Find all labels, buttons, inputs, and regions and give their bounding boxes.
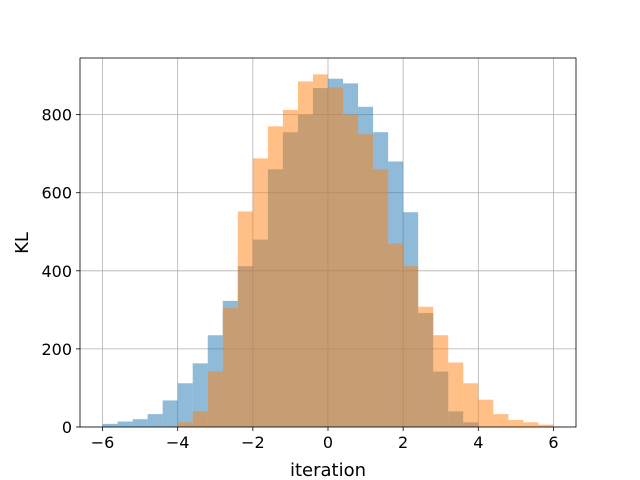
- histogram-bar-series-2: [463, 383, 479, 427]
- histogram-bar-series-1: [117, 421, 133, 427]
- x-tick-label: −4: [166, 433, 190, 452]
- histogram-bar-series-2: [523, 422, 539, 427]
- histogram-bar-series-2: [222, 307, 238, 427]
- x-axis-title: iteration: [290, 460, 366, 480]
- histogram-bar-series-2: [373, 169, 389, 428]
- histogram-bar-series-1: [132, 419, 148, 427]
- x-tick-label: 6: [548, 433, 558, 452]
- histogram-bars: [102, 74, 554, 428]
- histogram-bar-series-1: [102, 423, 118, 427]
- histogram-bar-series-2: [388, 243, 404, 427]
- histogram-bar-series-2: [207, 371, 223, 427]
- histogram-bar-series-2: [328, 87, 344, 428]
- histogram-bar-series-2: [478, 399, 494, 427]
- histogram-bar-series-1: [192, 363, 208, 427]
- histogram-bar-series-2: [177, 422, 193, 427]
- histogram-bar-series-2: [297, 81, 313, 427]
- histogram-bar-series-2: [508, 419, 524, 427]
- y-tick-label: 800: [41, 106, 72, 125]
- x-tick-label: 4: [473, 433, 483, 452]
- histogram-bar-series-2: [433, 335, 449, 427]
- y-tick-label: 0: [62, 418, 72, 437]
- histogram-bar-series-2: [493, 414, 509, 427]
- y-tick-label: 200: [41, 340, 72, 359]
- x-axis-ticks: −6 −4 −2 0 2 4 6: [91, 427, 559, 452]
- x-tick-label: 0: [323, 433, 333, 452]
- histogram-bar-series-2: [538, 424, 554, 427]
- histogram-bar-series-2: [403, 266, 419, 427]
- histogram-bar-series-2: [267, 126, 283, 427]
- histogram-bar-series-2: [192, 411, 208, 427]
- histogram-bar-series-2: [418, 306, 434, 427]
- histogram-bar-series-2: [237, 211, 253, 427]
- histogram-bar-series-2: [358, 134, 374, 427]
- histogram-bar-series-2: [312, 74, 328, 428]
- y-axis-title: KL: [12, 232, 33, 254]
- x-tick-label: −2: [241, 433, 265, 452]
- histogram-bar-series-1: [147, 414, 163, 427]
- y-tick-label: 600: [41, 184, 72, 203]
- histogram-bar-series-2: [282, 109, 298, 427]
- x-tick-label: 2: [398, 433, 408, 452]
- x-tick-label: −6: [91, 433, 115, 452]
- histogram-bar-series-1: [162, 400, 178, 427]
- y-tick-label: 400: [41, 262, 72, 281]
- histogram-bar-series-2: [343, 114, 359, 427]
- histogram-bar-series-2: [448, 362, 464, 427]
- y-axis-ticks: 0 200 400 600 800: [41, 106, 80, 437]
- histogram-bar-series-2: [252, 158, 268, 427]
- histogram-bar-series-1: [177, 383, 193, 427]
